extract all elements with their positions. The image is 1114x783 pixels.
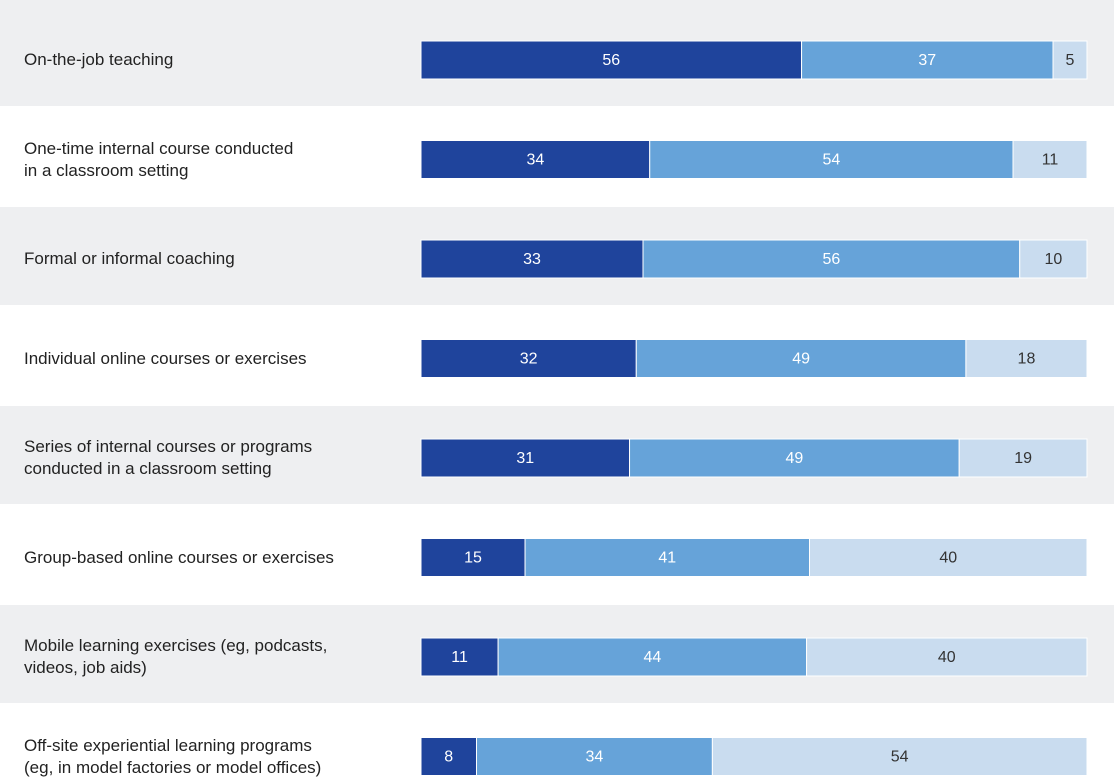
- category-label: One-time internal course conducted in a …: [24, 138, 294, 180]
- bar-segment: [806, 637, 1088, 677]
- bar-segment: [642, 239, 1021, 279]
- value-label: 33: [523, 251, 541, 268]
- category-label: Individual online courses or exercises: [24, 348, 307, 368]
- value-label: 19: [1014, 450, 1032, 467]
- value-label: 5: [1066, 52, 1075, 69]
- value-label: 49: [792, 351, 810, 368]
- bar-segment: [958, 438, 1088, 478]
- value-label: 54: [891, 749, 909, 766]
- value-label: 8: [444, 749, 453, 766]
- value-label: 34: [526, 152, 544, 169]
- bar-segment: [420, 737, 477, 776]
- bar-segment: [497, 637, 808, 677]
- bar-segment: [420, 339, 637, 378]
- value-label: 37: [918, 52, 936, 69]
- category-label: On-the-job teaching: [24, 50, 174, 69]
- value-label: 31: [516, 450, 534, 467]
- bar-segment: [420, 40, 803, 80]
- value-label: 15: [464, 550, 482, 567]
- value-label: 34: [586, 749, 604, 766]
- value-label: 49: [785, 450, 803, 467]
- bar-segment: [1019, 239, 1088, 279]
- value-label: 56: [822, 251, 840, 268]
- category-label: Formal or informal coaching: [24, 249, 235, 268]
- category-label: Group-based online courses or exercises: [24, 547, 334, 567]
- value-label: 11: [1042, 152, 1059, 169]
- bar-segment: [1012, 140, 1088, 179]
- bar-segment: [420, 637, 499, 677]
- bar-segment: [629, 438, 960, 478]
- value-label: 32: [520, 351, 538, 368]
- bar-segment: [809, 538, 1088, 577]
- value-label: 10: [1044, 251, 1062, 268]
- bar-segment: [476, 737, 713, 776]
- bar-segment: [420, 239, 644, 279]
- value-label: 18: [1018, 351, 1036, 368]
- value-label: 54: [822, 152, 840, 169]
- category-label: Series of internal courses or programs c…: [24, 437, 313, 478]
- bar-segment: [965, 339, 1088, 378]
- value-label: 44: [643, 649, 661, 666]
- bar-segment: [524, 538, 810, 577]
- bar-segment: [649, 140, 1014, 179]
- bar-segment: [420, 438, 631, 478]
- bar-segment: [711, 737, 1088, 776]
- value-label: 56: [602, 52, 620, 69]
- category-label: Mobile learning exercises (eg, podcasts,…: [24, 636, 328, 677]
- value-label: 11: [451, 649, 468, 666]
- value-label: 40: [938, 649, 956, 666]
- category-label: Off-site experiential learning programs …: [24, 735, 322, 777]
- bar-segment: [1052, 40, 1088, 80]
- bar-segment: [420, 538, 526, 577]
- value-label: 41: [658, 550, 676, 567]
- value-label: 40: [939, 550, 957, 567]
